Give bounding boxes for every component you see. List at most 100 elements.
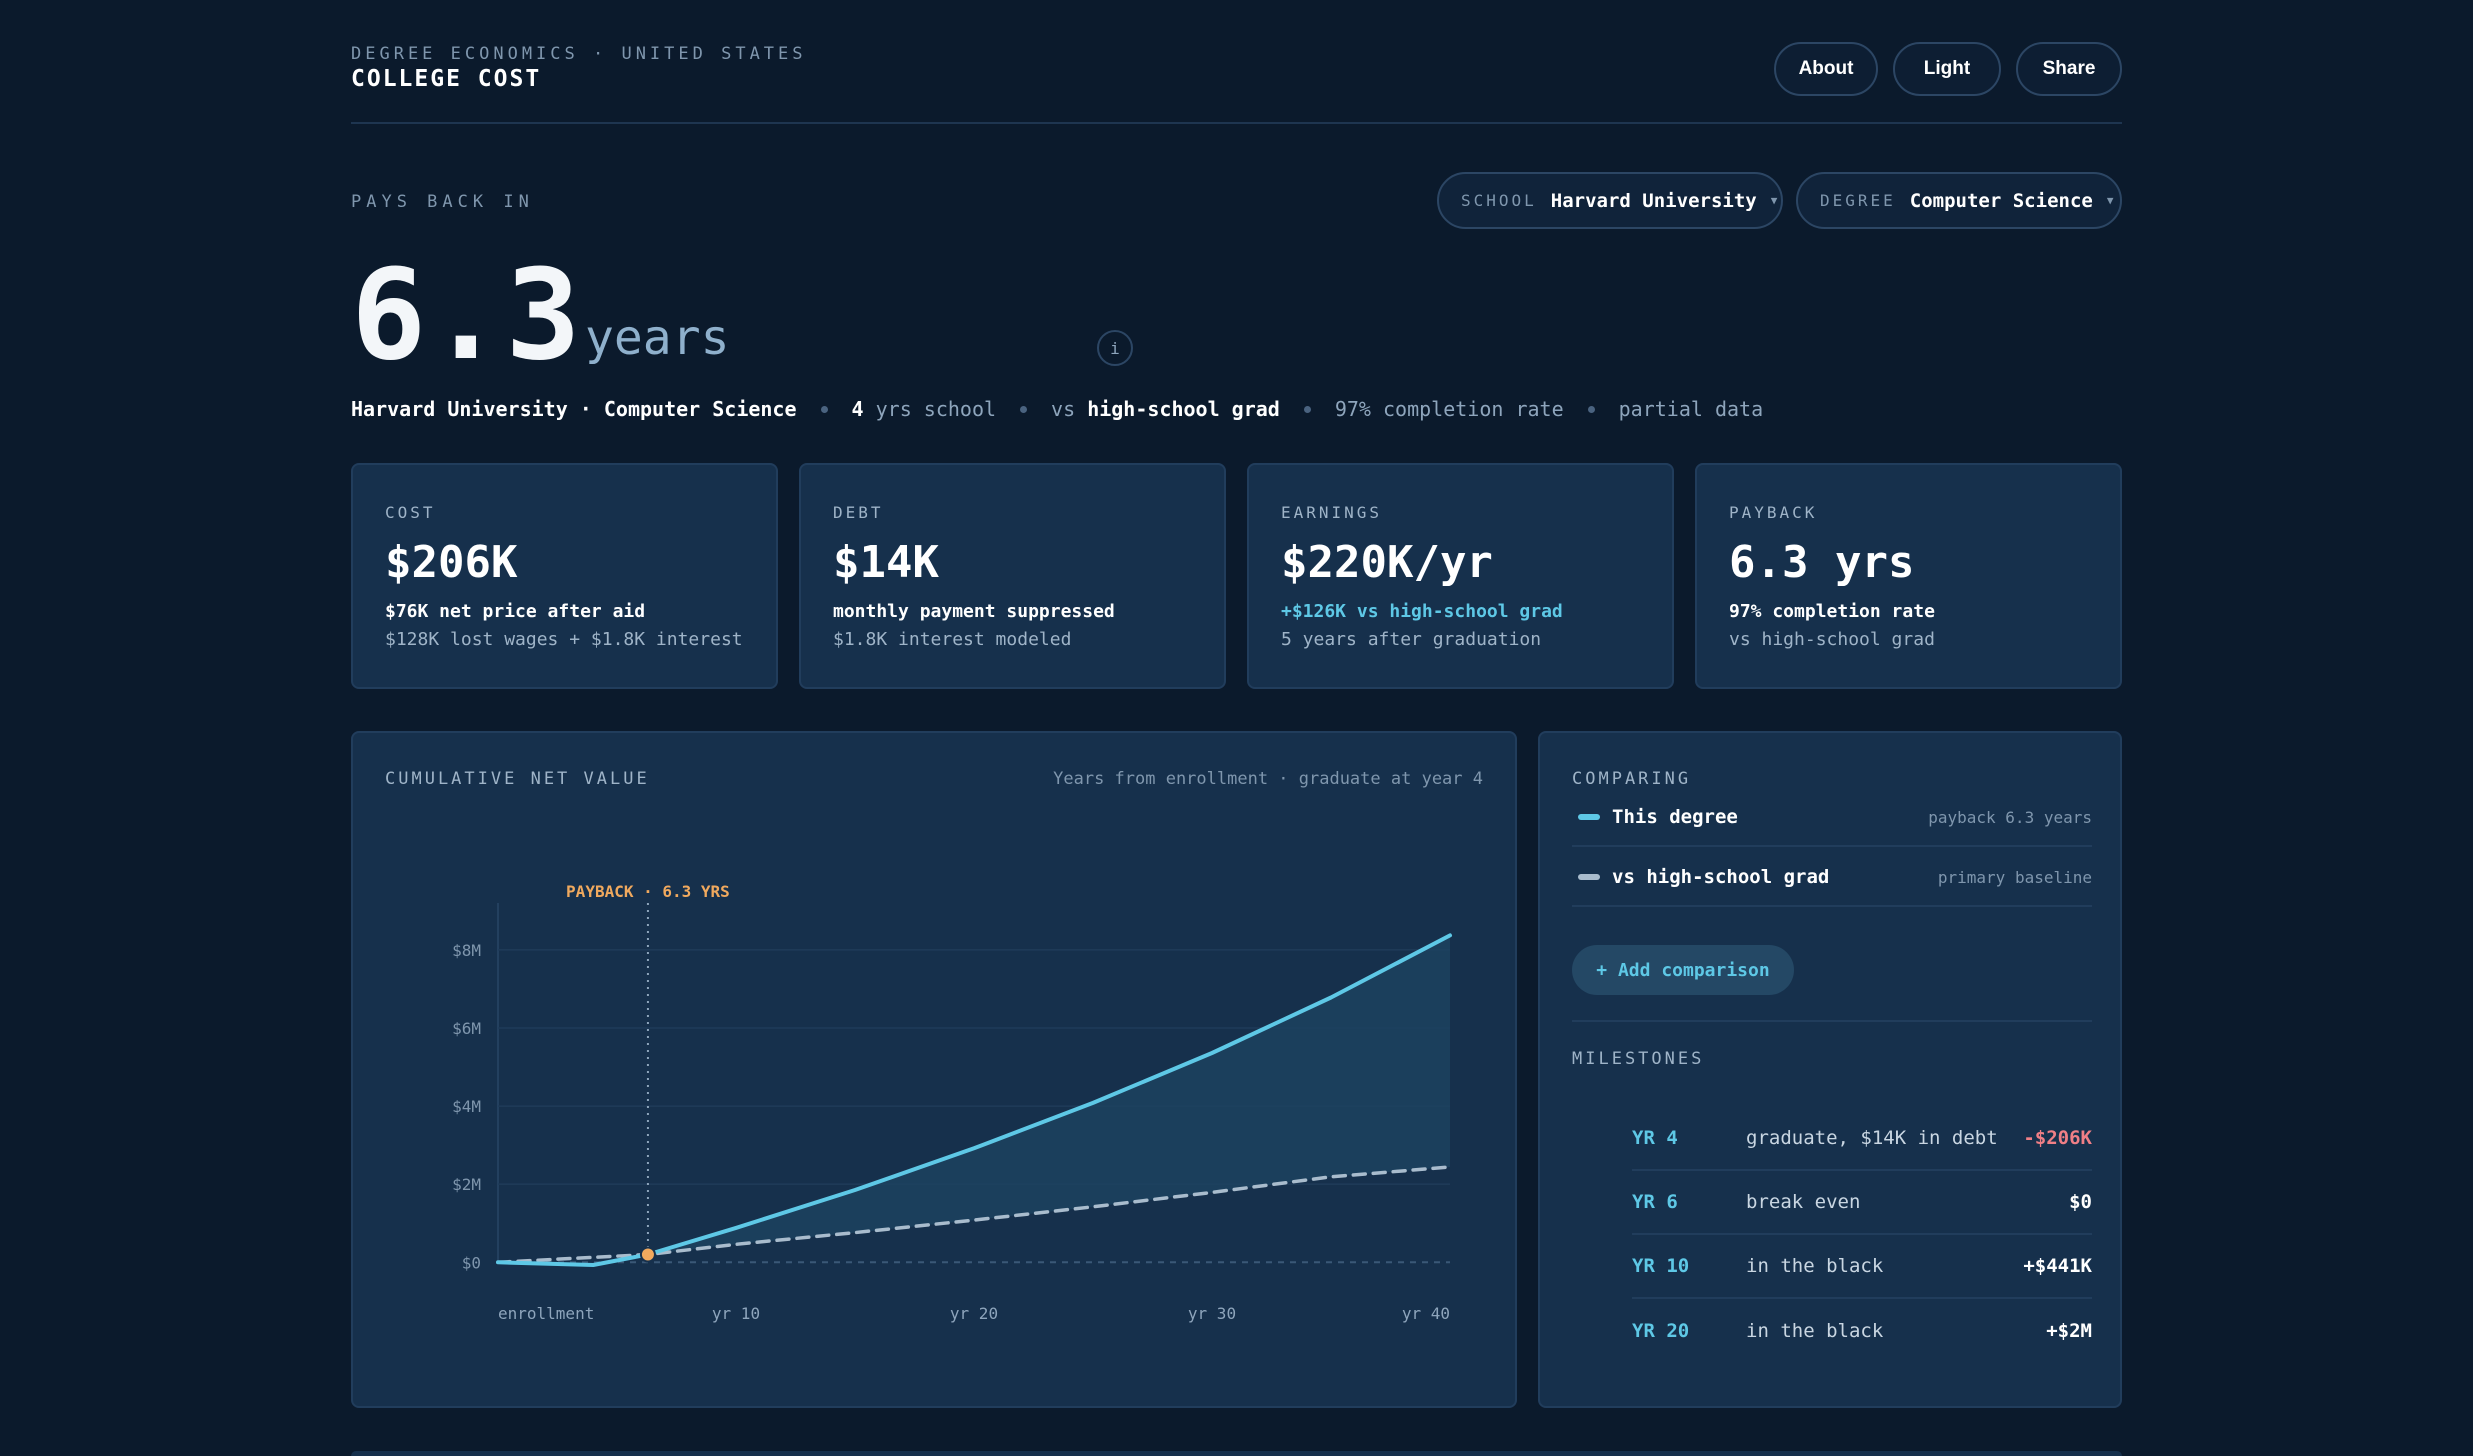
- milestone-year: YR 20: [1632, 1320, 1690, 1342]
- card-line-secondary: vs high-school grad: [1729, 629, 1935, 650]
- y-tick-label: $6M: [452, 1019, 481, 1038]
- summary-baseline-name: high-school grad: [1087, 397, 1280, 421]
- comparison-note: primary baseline: [1937, 867, 2092, 887]
- comparing-title: COMPARING: [1572, 769, 1692, 789]
- milestone-year: YR 6: [1632, 1191, 1678, 1213]
- chart-note: Years from enrollment · graduate at year…: [1053, 769, 1483, 789]
- add-comparison-button[interactable]: + Add comparison: [1572, 945, 1794, 995]
- card-label: COST: [385, 503, 436, 522]
- comparison-name: vs high-school grad: [1612, 866, 1830, 888]
- net-value-chart[interactable]: $0 $2M $4M $6M $8M enrollment yr 10 yr 20 yr 30 y…: [353, 733, 1519, 1410]
- summary-completion: 97% completion rate: [1334, 397, 1564, 421]
- separator-dot: [1587, 405, 1595, 413]
- app-title: COLLEGE COST: [351, 66, 542, 92]
- card-line-secondary: $1.8K interest modeled: [833, 629, 1072, 650]
- baseline-series-line: [496, 1165, 1452, 1265]
- chart-title: CUMULATIVE NET VALUE: [385, 769, 650, 789]
- comparison-item[interactable]: vs high-school grad primary baseline: [1572, 849, 2092, 907]
- payback-point: [639, 1246, 656, 1263]
- card-value: $14K: [833, 537, 939, 588]
- y-tick-label: $0: [462, 1253, 481, 1272]
- series-swatch: [1578, 814, 1600, 820]
- app-root: DEGREE ECONOMICS · UNITED STATES COLLEGE…: [351, 0, 2122, 1456]
- cost-card: COST $206K $76K net price after aid $128…: [351, 463, 778, 689]
- header-actions: About Light Share: [1774, 42, 2122, 96]
- summary-years: 4 yrs school: [852, 397, 997, 421]
- school-select-value: Harvard University: [1550, 189, 1757, 212]
- card-value: $206K: [385, 537, 518, 588]
- degree-series-line: [496, 933, 1452, 1267]
- selectors: SCHOOL Harvard University ▼ DEGREE Compu…: [1437, 172, 2122, 229]
- summary-years-num: 4: [851, 397, 864, 421]
- payback-card: PAYBACK 6.3 yrs 97% completion rate vs h…: [1695, 463, 2122, 689]
- milestone-text: in the black: [1746, 1255, 1884, 1277]
- school-select-label: SCHOOL: [1461, 191, 1537, 210]
- card-line-primary: monthly payment suppressed: [833, 601, 1115, 622]
- x-tick-label: yr 40: [1402, 1304, 1450, 1323]
- series-swatch: [1578, 874, 1600, 880]
- card-label: EARNINGS: [1281, 503, 1383, 522]
- comparison-note: payback 6.3 years: [1928, 807, 2092, 827]
- payback-unit: years: [585, 310, 730, 366]
- card-line-primary: 97% completion rate: [1729, 601, 1935, 622]
- separator-dot: [1303, 405, 1311, 413]
- theme-toggle-button[interactable]: Light: [1893, 42, 2001, 96]
- payback-value: 6.3: [351, 243, 583, 388]
- comparison-name: This degree: [1612, 806, 1738, 828]
- separator-dot: [1020, 405, 1028, 413]
- card-line-primary: $76K net price after aid: [385, 601, 646, 622]
- y-tick-label: $8M: [452, 941, 481, 960]
- x-tick-label: yr 10: [712, 1304, 760, 1323]
- side-panel: COMPARING This degree payback 6.3 years …: [1538, 731, 2122, 1408]
- milestone-row: YR 4 graduate, $14K in debt -$206K: [1632, 1107, 2092, 1171]
- milestone-row: YR 20 in the black +$2M: [1632, 1299, 2092, 1363]
- summary-baseline: vs high-school grad: [1051, 397, 1280, 421]
- share-button[interactable]: Share: [2016, 42, 2122, 96]
- milestone-text: break even: [1746, 1191, 1861, 1213]
- school-select[interactable]: SCHOOL Harvard University ▼: [1437, 172, 1783, 229]
- divider: [1572, 1020, 2092, 1022]
- card-label: DEBT: [833, 503, 884, 522]
- summary-data-note: partial data: [1618, 397, 1764, 421]
- y-tick-label: $2M: [452, 1175, 481, 1194]
- card-line-primary: +$126K vs high-school grad: [1281, 601, 1563, 622]
- degree-select-label: DEGREE: [1820, 191, 1896, 210]
- card-line-secondary: 5 years after graduation: [1281, 629, 1542, 650]
- hero-eyebrow: PAYS BACK IN: [351, 192, 534, 212]
- milestone-row: YR 10 in the black +$441K: [1632, 1235, 2092, 1299]
- next-panel-edge: [351, 1451, 2122, 1456]
- card-label: PAYBACK: [1729, 503, 1818, 522]
- milestone-text: in the black: [1746, 1320, 1884, 1342]
- milestone-amount: $0: [2069, 1191, 2092, 1213]
- chevron-down-icon: ▼: [1770, 194, 1778, 207]
- degree-select-value: Computer Science: [1909, 189, 2093, 212]
- header-eyebrow: DEGREE ECONOMICS · UNITED STATES: [351, 44, 807, 64]
- x-tick-label: yr 20: [950, 1304, 998, 1323]
- gap-area: [647, 935, 1450, 1255]
- payback-label: PAYBACK · 6.3 YRS: [566, 882, 730, 901]
- milestones-title: MILESTONES: [1572, 1049, 1705, 1069]
- card-line-secondary: $128K lost wages + $1.8K interest: [385, 629, 743, 650]
- x-tick-label: yr 30: [1188, 1304, 1236, 1323]
- about-button[interactable]: About: [1774, 42, 1878, 96]
- x-tick-label: enrollment: [498, 1304, 594, 1323]
- card-value: 6.3 yrs: [1729, 537, 1915, 588]
- milestone-year: YR 4: [1632, 1127, 1678, 1149]
- info-icon[interactable]: i: [1097, 330, 1133, 366]
- earnings-card: EARNINGS $220K/yr +$126K vs high-school …: [1247, 463, 1674, 689]
- comparison-item[interactable]: This degree payback 6.3 years: [1572, 789, 2092, 847]
- summary-vs: vs: [1051, 397, 1076, 421]
- summary-line: Harvard University · Computer Science 4 …: [351, 397, 1763, 421]
- header: DEGREE ECONOMICS · UNITED STATES COLLEGE…: [351, 0, 2122, 124]
- chevron-down-icon: ▼: [2106, 194, 2114, 207]
- milestone-amount: -$206K: [2023, 1127, 2092, 1149]
- degree-select[interactable]: DEGREE Computer Science ▼: [1796, 172, 2122, 229]
- stat-cards: COST $206K $76K net price after aid $128…: [351, 463, 2122, 689]
- summary-program: Harvard University · Computer Science: [351, 397, 797, 421]
- chart-panel: $0 $2M $4M $6M $8M enrollment yr 10 yr 20 yr 30 y…: [351, 731, 1517, 1408]
- milestone-text: graduate, $14K in debt: [1746, 1127, 1998, 1149]
- card-value: $220K/yr: [1281, 537, 1493, 588]
- milestone-amount: +$2M: [2046, 1320, 2092, 1342]
- separator-dot: [820, 405, 828, 413]
- y-tick-label: $4M: [452, 1097, 481, 1116]
